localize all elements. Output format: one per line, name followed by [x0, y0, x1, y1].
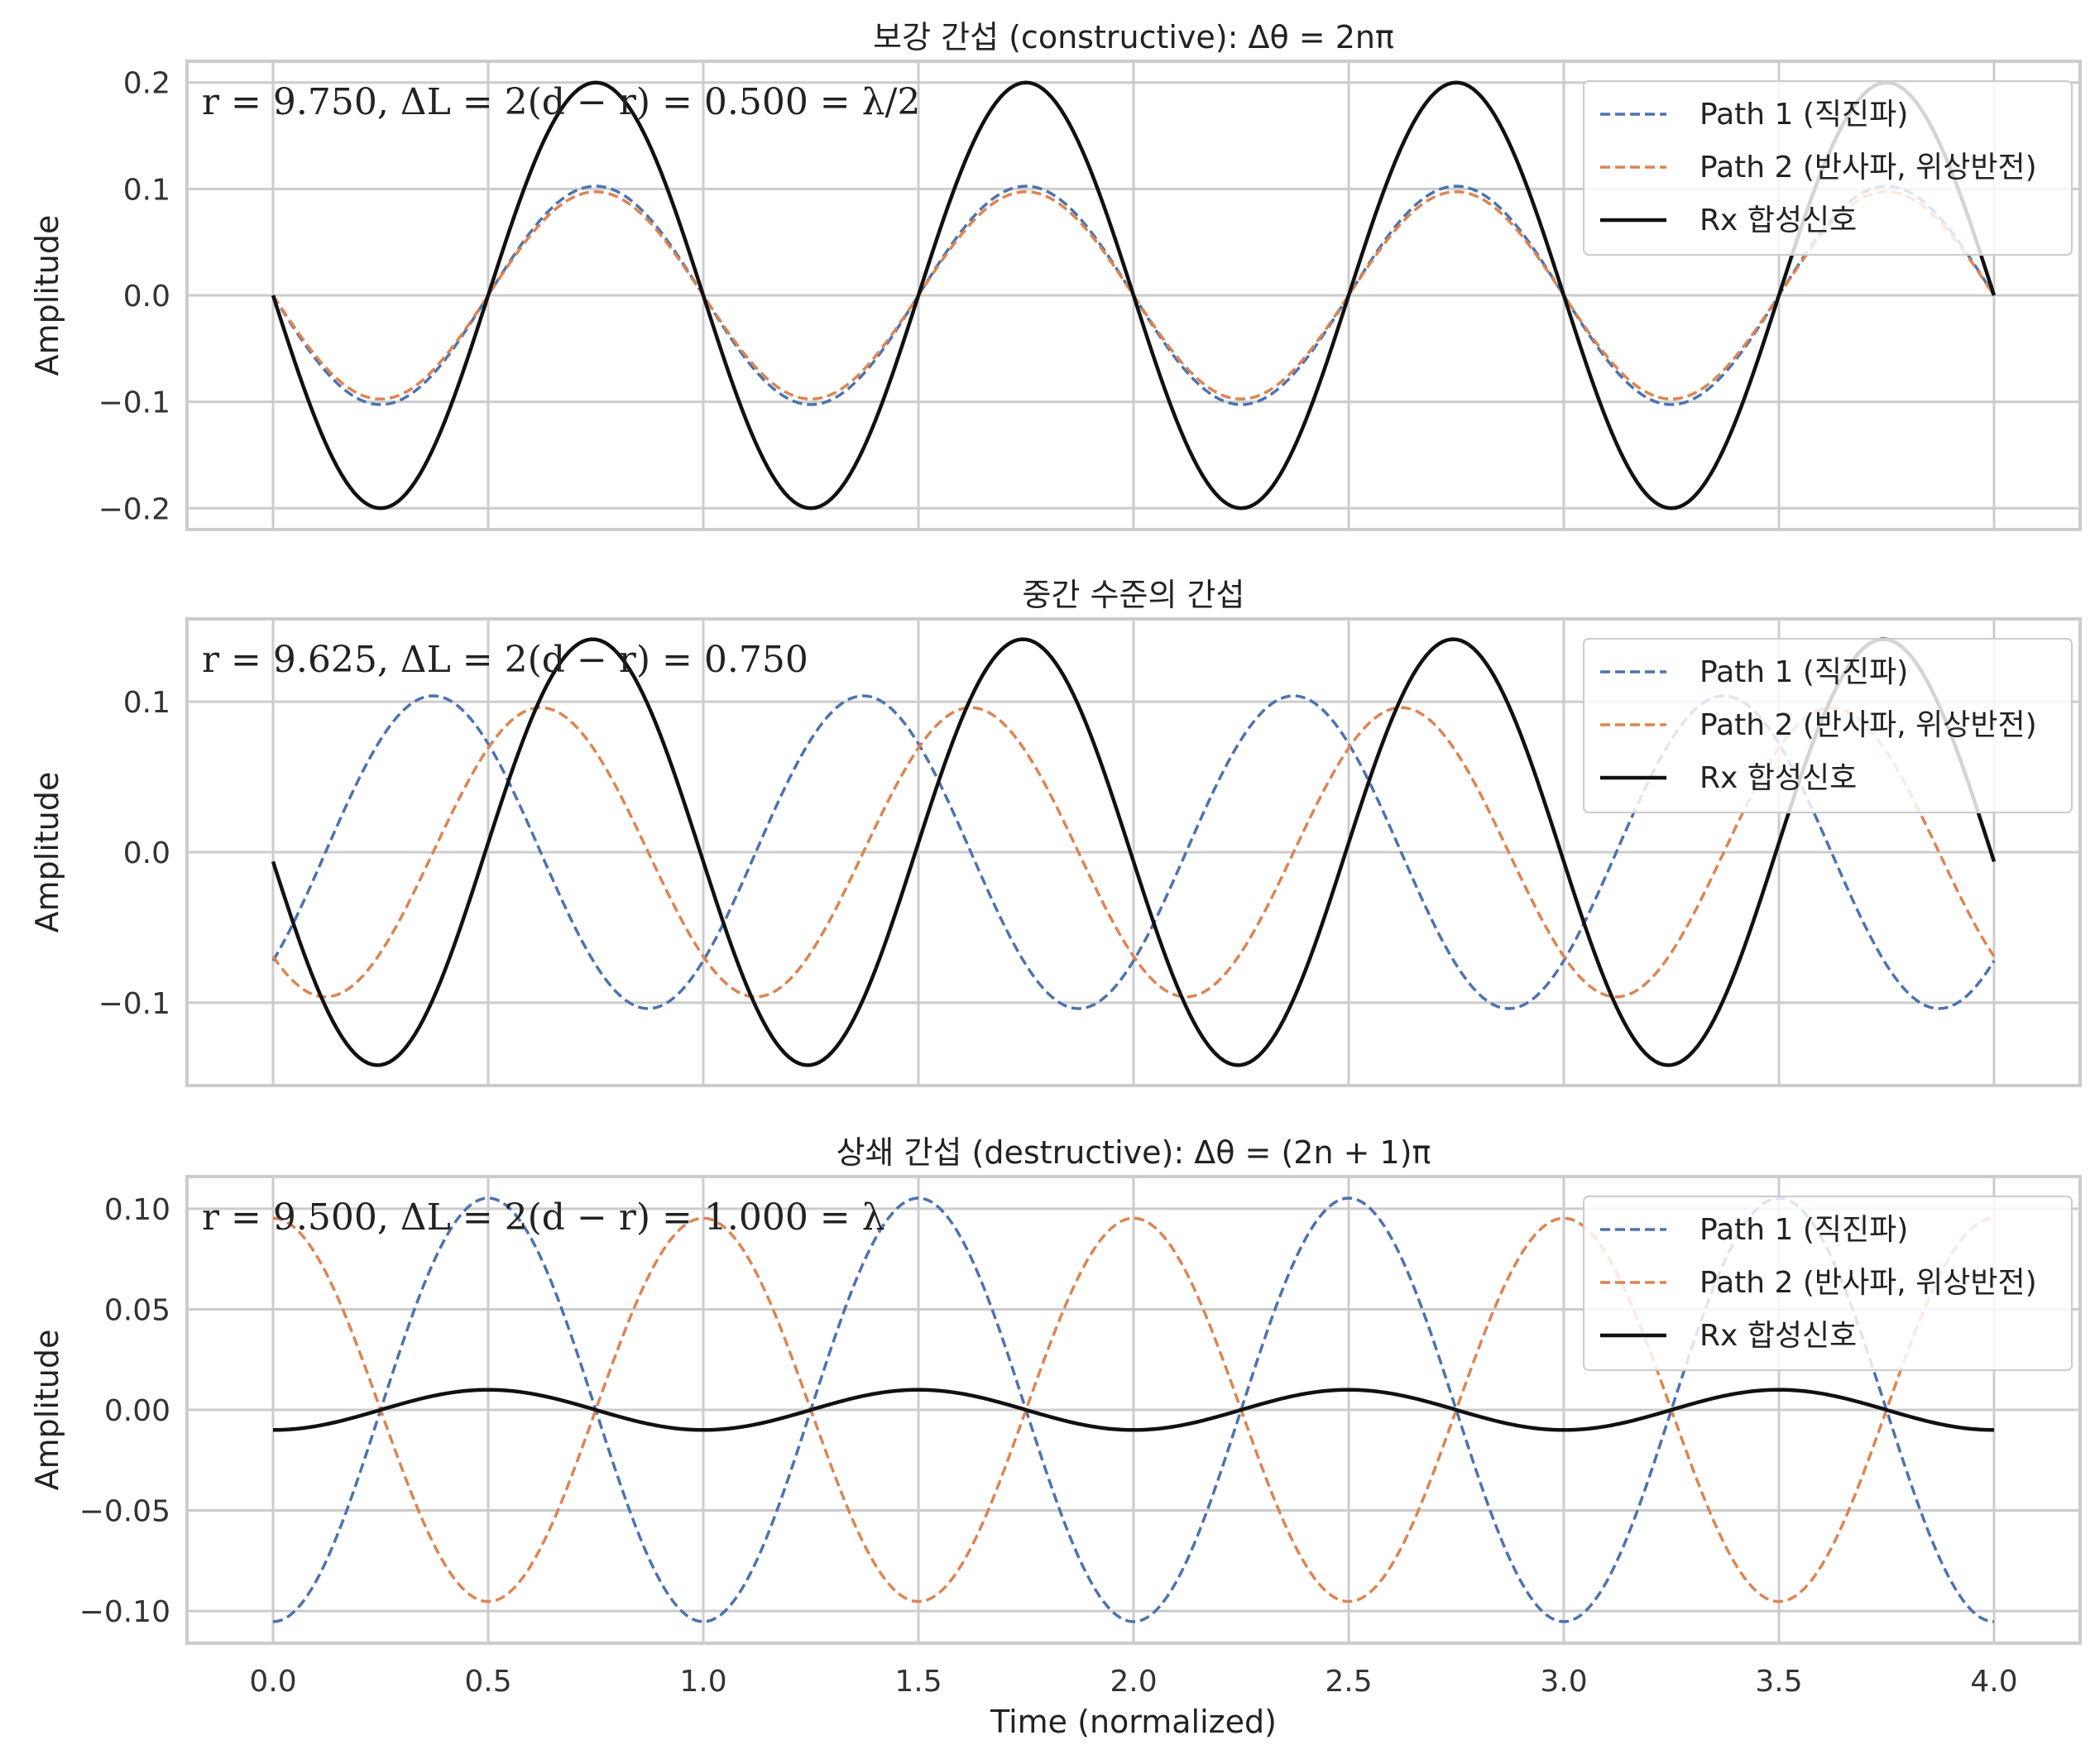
legend-label-1: Path 1 (직진파) [1699, 98, 1908, 132]
panel-intermediate-yticks: 0.1 0.0 −0.1 [98, 686, 170, 1021]
panel-destructive-ylabel: Amplitude [29, 1330, 65, 1491]
panel-constructive-annotation: r = 9.750, ΔL = 2(d − r) = 0.500 = λ/2 [202, 81, 920, 123]
y-tick-label: 0.0 [123, 280, 170, 314]
panel-constructive-frame [185, 60, 2082, 531]
y-tick-label: 0.00 [104, 1394, 170, 1428]
x-tick-label: 4.0 [1970, 1665, 2017, 1699]
x-tick-label: 2.0 [1110, 1665, 1157, 1699]
panel-intermediate-ylabel: Amplitude [29, 772, 65, 933]
x-tick-label: 3.0 [1540, 1665, 1587, 1699]
y-tick-label: 0.10 [104, 1193, 170, 1227]
y-tick-label: 0.1 [123, 686, 170, 720]
y-tick-label: −0.10 [79, 1595, 170, 1629]
legend-label-3: Rx 합성신호 [1699, 1319, 1857, 1353]
panel-destructive-xticks: 0.0 0.5 1.0 1.5 2.0 2.5 3.0 3.5 4.0 [249, 1665, 2017, 1699]
legend-label-2: Path 2 (반사파, 위상반전) [1699, 151, 2037, 185]
legend-label-3: Rx 합성신호 [1699, 204, 1857, 237]
panel-destructive-yticks: 0.10 0.05 0.00 −0.05 −0.10 [79, 1193, 170, 1629]
panel-intermediate-title: 중간 수준의 간섭 [1023, 577, 1245, 613]
y-tick-label: 0.2 [123, 67, 170, 101]
series-line-2 [272, 1216, 1995, 1603]
panel-intermediate-frame [185, 617, 2082, 1087]
panel-destructive-annotation: r = 9.500, ΔL = 2(d − r) = 1.000 = λ [202, 1196, 885, 1239]
y-tick-label: −0.1 [98, 386, 170, 420]
x-tick-label: 2.5 [1325, 1665, 1372, 1699]
panel-destructive-xlabel: Time (normalized) [990, 1704, 1277, 1740]
legend-label-1: Path 1 (직진파) [1699, 655, 1908, 689]
legend-box [1583, 80, 2073, 256]
legend-box [1583, 638, 2073, 813]
series-line-3 [272, 1388, 1995, 1432]
panel-constructive-ylabel: Amplitude [29, 215, 65, 376]
y-tick-label: −0.1 [98, 987, 170, 1021]
panel-constructive: 보강 간섭 (constructive): Δθ = 2nπ Amplitude… [29, 19, 2082, 531]
series-line-3 [271, 637, 1997, 1067]
x-tick-label: 1.5 [894, 1665, 942, 1699]
panel-constructive-title: 보강 간섭 (constructive): Δθ = 2nπ [873, 19, 1394, 55]
x-tick-label: 3.5 [1755, 1665, 1802, 1699]
panel-intermediate-annotation: r = 9.625, ΔL = 2(d − r) = 0.750 [202, 639, 808, 681]
panel-constructive-legend: Path 1 (직진파) Path 2 (반사파, 위상반전) Rx 합성신호 [1583, 80, 2073, 256]
panel-intermediate-legend: Path 1 (직진파) Path 2 (반사파, 위상반전) Rx 합성신호 [1583, 638, 2073, 813]
y-tick-label: 0.0 [123, 836, 170, 870]
y-tick-label: −0.05 [79, 1495, 170, 1529]
y-tick-label: 0.1 [123, 173, 170, 207]
x-tick-label: 1.0 [679, 1665, 726, 1699]
legend-label-2: Path 2 (반사파, 위상반전) [1699, 708, 2037, 742]
y-tick-label: −0.2 [98, 492, 170, 526]
panel-constructive-yticks: 0.2 0.1 0.0 −0.1 −0.2 [98, 67, 170, 527]
series-line-3 [271, 80, 1997, 511]
legend-label-2: Path 2 (반사파, 위상반전) [1699, 1266, 2037, 1300]
x-tick-label: 0.0 [249, 1665, 296, 1699]
legend-label-1: Path 1 (직진파) [1699, 1213, 1908, 1247]
panel-destructive-frame [185, 1175, 2082, 1645]
series-line-2 [271, 706, 1996, 999]
panel-intermediate: 중간 수준의 간섭 Amplitude r = 9.625, ΔL = 2(d … [29, 577, 2082, 1087]
x-tick-label: 0.5 [464, 1665, 511, 1699]
legend-box [1583, 1196, 2073, 1371]
legend-label-3: Rx 합성신호 [1699, 761, 1857, 795]
panel-destructive-title: 상쇄 간섭 (destructive): Δθ = (2n + 1)π [837, 1134, 1431, 1171]
panel-destructive-legend: Path 1 (직진파) Path 2 (반사파, 위상반전) Rx 합성신호 [1583, 1196, 2073, 1371]
panel-constructive-series [271, 80, 1997, 511]
y-tick-label: 0.05 [104, 1293, 170, 1327]
panel-destructive: 상쇄 간섭 (destructive): Δθ = (2n + 1)π Ampl… [29, 1134, 2082, 1740]
